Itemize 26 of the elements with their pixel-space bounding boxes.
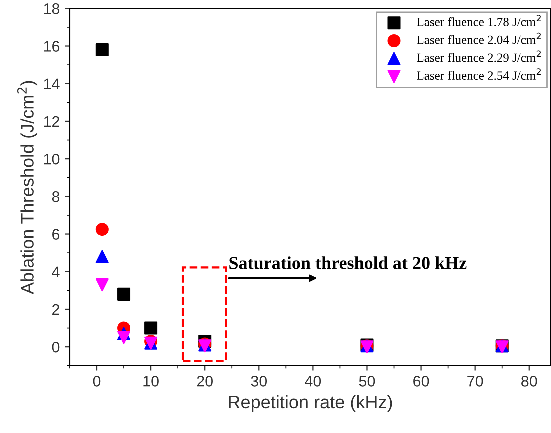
x-tick-label: 30 (251, 376, 268, 387)
y-tick-label: 14 (44, 78, 60, 90)
y-tick-label: 0 (52, 342, 60, 353)
y-tick-label: 2 (52, 304, 60, 316)
y-tick-label: 16 (44, 41, 60, 52)
x-tick-label: 20 (197, 376, 213, 387)
legend-label: Laser fluence 2.04 J/cm$^{2}$ (417, 32, 541, 44)
y-tick-label: 8 (52, 192, 60, 202)
x-tick-label: 0 (93, 376, 101, 387)
y-tick-label: 12 (44, 116, 60, 128)
legend-label: Laser fluence 2.29 J/cm$^{2}$ (417, 50, 541, 62)
x-tick-label: 60 (414, 376, 430, 387)
legend-label: Laser fluence 2.54 J/cm$^{2}$ (417, 68, 541, 80)
x-axis-title: Repetition rate (kHz) (229, 395, 392, 412)
x-tick-label: 70 (468, 376, 484, 387)
x-tick-label: 50 (359, 376, 376, 387)
annotation: Saturation threshold at 20 kHz (230, 256, 467, 270)
x-tick-label: 10 (144, 376, 159, 387)
x-tick-label: 80 (522, 376, 538, 387)
x-tick-label: 40 (305, 376, 322, 387)
y-tick-label: 10 (44, 154, 60, 165)
y-tick-label: 18 (44, 4, 60, 14)
y-tick-label: 6 (52, 229, 60, 240)
y-axis-title: Ablation Threshold (J/cm$^{2}$) (17, 81, 38, 294)
y-tick-label: 4 (52, 266, 60, 278)
legend-label: Laser fluence 1.78 J/cm$^{2}$ (417, 15, 541, 26)
